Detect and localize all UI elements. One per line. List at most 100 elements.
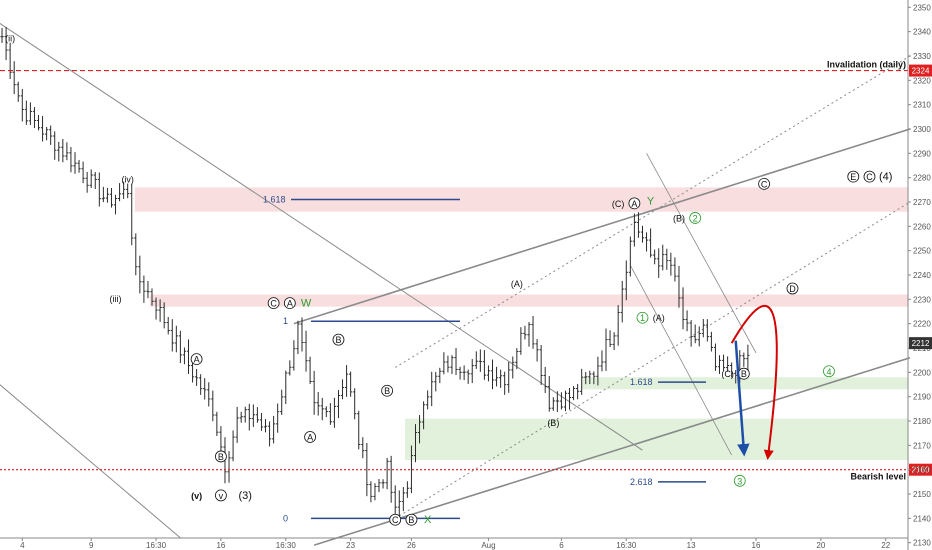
x-tick-label: 22	[881, 541, 890, 550]
ohlc-bar	[527, 322, 531, 347]
y-tick-label: 2300	[913, 125, 931, 134]
ohlc-bar	[69, 147, 73, 173]
wave-label: 3	[733, 474, 746, 487]
wave-text: 4	[826, 367, 831, 377]
ohlc-bar	[8, 42, 12, 80]
ohlc-bar	[174, 325, 178, 353]
y-tick-label: 2250	[913, 247, 931, 256]
ohlc-bar	[182, 347, 187, 365]
y-tick-label: 2220	[913, 320, 931, 329]
ohlc-bar	[584, 371, 588, 385]
ohlc-bar	[328, 403, 332, 425]
ohlc-bar	[324, 406, 328, 418]
dotted-channel-upper	[394, 55, 911, 368]
ohlc-bar	[32, 107, 37, 129]
ohlc-bar	[567, 387, 572, 410]
wave-circle	[689, 212, 702, 224]
wave-label: v	[215, 489, 227, 502]
fib-layer: 1.618 1 0 1.618 2.618	[263, 195, 706, 523]
ohlc-bar	[478, 349, 482, 372]
wave-text: (iv)	[121, 175, 134, 185]
ohlc-bar	[430, 371, 434, 407]
ohlc-bar	[93, 172, 97, 190]
ohlc-bar	[681, 287, 685, 330]
wave-label: (ii)	[5, 33, 15, 43]
lower-downtrend-line	[0, 384, 181, 539]
y-tick-label: 2270	[913, 198, 931, 207]
wave-label: (4)	[879, 171, 892, 183]
current-price-text: 2212	[912, 339, 930, 348]
wave-circle	[733, 474, 746, 487]
ohlc-bar	[207, 382, 211, 407]
ohlc-bar	[272, 415, 276, 444]
wave-label: W	[301, 298, 312, 310]
ohlc-bar	[693, 324, 697, 344]
ohlc-bar	[397, 490, 401, 517]
ohlc-bar	[685, 310, 689, 332]
ohlc-bar	[24, 100, 28, 125]
x-tick-label: 23	[346, 541, 355, 550]
wave-circle	[786, 282, 799, 295]
wave-text: E	[850, 172, 856, 182]
ohlc-bar	[340, 379, 345, 400]
wave-text: B	[218, 452, 224, 462]
fib-label: 1.618	[263, 195, 286, 205]
wave-label: C	[758, 177, 770, 190]
ohlc-bar	[490, 359, 495, 390]
ohlc-bar	[304, 330, 308, 372]
ohlc-bar	[211, 390, 215, 422]
y-tick-label: 2260	[913, 222, 931, 231]
ohlc-bar	[365, 442, 369, 497]
ohlc-bar	[677, 265, 681, 308]
y-tick-label: 2310	[913, 101, 931, 110]
ohlc-bar	[409, 445, 414, 494]
wave-label: (iii)	[110, 294, 122, 304]
wave-text: (iii)	[110, 294, 122, 304]
ohlc-bar	[726, 356, 730, 372]
ohlc-bar	[580, 368, 584, 395]
wave-label: (3)	[239, 490, 252, 502]
wave-label: 4	[823, 365, 835, 378]
wave-circle	[283, 297, 296, 310]
ohlc-bar	[284, 370, 288, 405]
support-zone	[582, 377, 908, 390]
ohlc-bar	[154, 297, 158, 320]
fib-level: 1.618	[263, 195, 460, 205]
wave-text: (v)	[191, 491, 202, 501]
fib-level: 1.618	[630, 377, 706, 387]
ohlc-bar	[438, 367, 442, 384]
ohlc-bar	[150, 288, 154, 306]
ohlc-bar	[138, 255, 142, 294]
ohlc-bar	[644, 232, 649, 252]
ohlc-bar	[166, 316, 170, 335]
x-tick-label: 6	[559, 541, 564, 550]
ohlc-bar	[730, 362, 734, 378]
wave-label: C	[267, 297, 280, 310]
ohlc-bar	[117, 183, 122, 202]
ohlc-bar	[653, 249, 657, 265]
ohlc-bar	[122, 181, 126, 199]
ohlc-bar	[199, 374, 203, 395]
y-tick-label: 2350	[913, 3, 931, 12]
wave-circle	[381, 384, 394, 397]
wave-label: A	[304, 431, 316, 443]
wave-circle	[636, 311, 649, 324]
y-tick-label: 2180	[913, 417, 931, 426]
wave-label: X	[424, 514, 432, 526]
wave-label: (B)	[673, 213, 685, 223]
wave-text: (A)	[653, 313, 665, 323]
ohlc-bar	[571, 385, 576, 401]
ohlc-bar	[450, 355, 454, 375]
wave-circle	[823, 365, 835, 378]
ohlc-bar	[462, 365, 466, 381]
ohlc-bar	[519, 327, 523, 355]
wave-text: Y	[647, 195, 655, 207]
wave-circle	[267, 297, 280, 310]
wave-text: C	[392, 515, 399, 525]
ohlc-bar	[292, 340, 296, 371]
ohlc-bar	[393, 485, 397, 515]
ohlc-bar	[158, 299, 162, 322]
